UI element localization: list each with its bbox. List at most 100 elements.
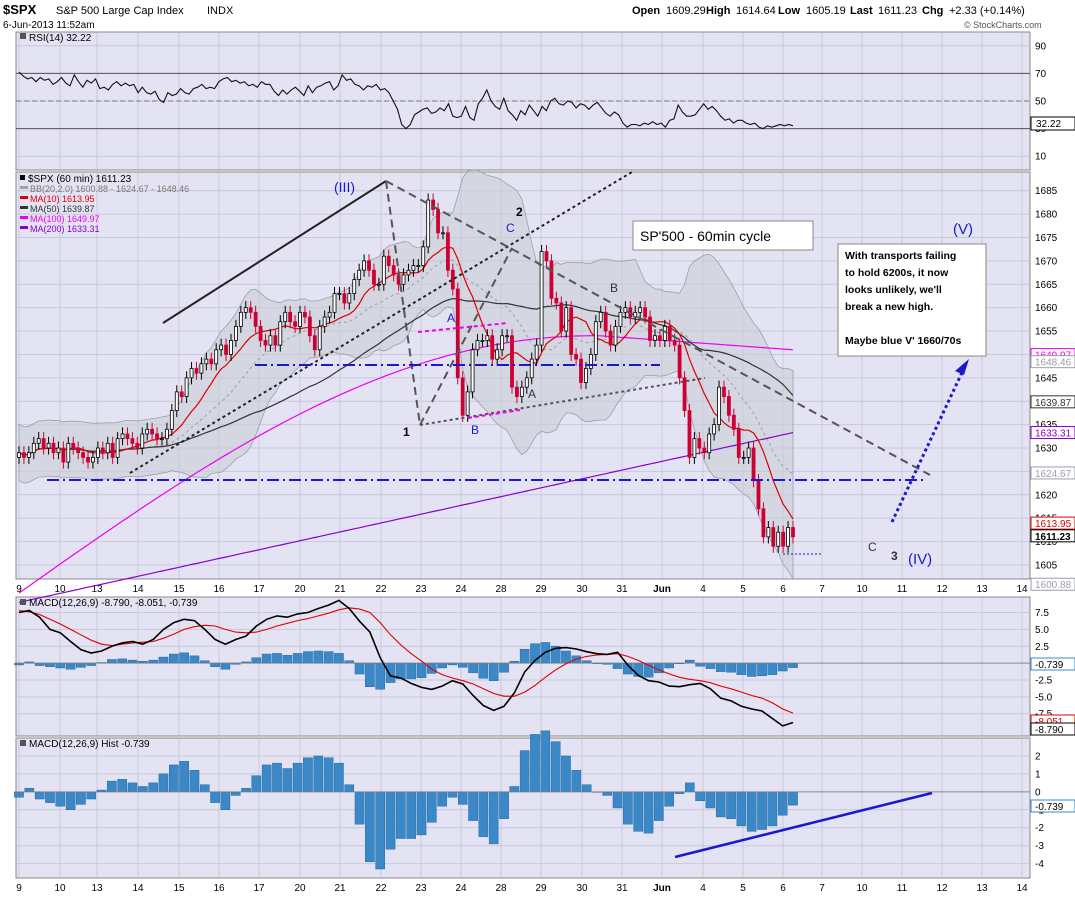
hist-bar-70 (736, 791, 747, 827)
hist-bar-23 (251, 775, 262, 793)
macd-hist-bar-11 (127, 659, 138, 664)
candle-body-100 (510, 335, 514, 388)
candle-body-104 (529, 358, 534, 379)
candle-body-144 (727, 396, 731, 416)
candle-body-59 (307, 316, 312, 337)
macd-hist-bar-16 (179, 652, 189, 664)
candle-body-25 (140, 433, 145, 449)
macd-hist-bar-15 (169, 653, 179, 664)
x-label-mid-5: 16 (213, 584, 225, 595)
rsi-tick-1: 70 (1035, 69, 1047, 80)
wave-a-black-label: A (528, 387, 536, 401)
macd-tick-4: -2.5 (1035, 675, 1053, 686)
x-label-mid-11: 24 (455, 584, 467, 595)
candle-body-7 (51, 442, 56, 454)
price-legend-text: $SPX (60 min) 1611.23 (28, 174, 132, 185)
x-label-mid-13: 29 (535, 584, 547, 595)
candle-body-116 (588, 354, 593, 369)
price-right-label-3: 1633.31 (1035, 429, 1072, 440)
macd-tick-2: 2.5 (1035, 642, 1049, 653)
hist-bar-15 (169, 764, 179, 793)
price-right-label-bg-1 (1030, 355, 1075, 369)
candle-body-14 (86, 456, 90, 463)
macd-series (14, 599, 1030, 727)
hist-bar-0 (14, 791, 24, 798)
macd-hist-bar-14 (158, 656, 169, 664)
projection-arrowhead (955, 359, 969, 375)
candle-body-92 (470, 349, 475, 393)
candle-body-36 (194, 368, 199, 374)
hist-legend-text: MACD(12,26,9) Hist -0.739 (29, 739, 150, 750)
candle-body-51 (268, 335, 273, 346)
candle-body-112 (569, 307, 574, 355)
hist-tick-5: -3 (1035, 841, 1044, 852)
cycle-title: SP'500 - 60min cycle (640, 228, 771, 244)
x-label-bottom-0: 9 (16, 883, 22, 894)
hist-bar-63 (664, 791, 674, 807)
macd-hist-bar-35 (375, 662, 385, 690)
price-right-label-bg-3 (1030, 426, 1075, 440)
hist-legend-swatch (20, 740, 26, 746)
hist-bar-68 (715, 791, 726, 818)
candle-body-119 (603, 311, 608, 332)
x-label-mid-9: 22 (375, 584, 387, 595)
macd-hist-bar-5 (65, 662, 76, 670)
hist-bar-39 (416, 791, 427, 836)
hist-bar-49 (519, 750, 530, 793)
note-line-3: break a new high. (845, 301, 933, 313)
hist-bar-14 (158, 773, 169, 793)
candle-body-105 (534, 344, 539, 360)
hist-bar-38 (406, 791, 416, 839)
candle-body-46 (243, 307, 248, 313)
macd-hist-bar-53 (561, 650, 571, 664)
rsi-tick-0: 90 (1035, 41, 1047, 52)
macd-hist-bar-74 (777, 662, 788, 672)
price-tick-3: 1670 (1035, 256, 1058, 267)
price-legend-swatch (20, 175, 25, 180)
candle-body-78 (401, 274, 406, 285)
candle-body-22 (125, 433, 130, 440)
price-tick-11: 1630 (1035, 444, 1058, 455)
wave-a-blue-label: A (447, 311, 455, 325)
macd-hist-bar-46 (488, 662, 499, 681)
price-right-label-5: 1613.95 (1035, 519, 1072, 530)
macd-hist-bar-67 (705, 662, 716, 669)
candle-body-47 (248, 307, 253, 313)
note-text: With transports failing to hold 6200s, it… (845, 250, 961, 347)
price-tick-5: 1660 (1035, 303, 1058, 314)
candle-body-93 (475, 340, 480, 351)
candle-body-129 (653, 335, 657, 341)
candle-body-58 (303, 311, 307, 318)
x-label-bottom-15: 31 (616, 883, 628, 894)
x-label-mid-15: 31 (616, 584, 628, 595)
hist-bar-73 (767, 791, 778, 827)
candle-body-138 (697, 438, 702, 449)
macd-hist-bar-68 (715, 662, 726, 672)
hist-bar-67 (705, 791, 716, 809)
high-label: High (706, 5, 731, 17)
trendline-triangle-lower (419, 377, 706, 426)
candle-body-80 (411, 265, 416, 271)
price-tick-6: 1655 (1035, 327, 1058, 338)
index-name: S&P 500 Large Cap Index (56, 5, 184, 17)
macd-hist-bar-43 (457, 662, 468, 668)
x-label-mid-19: 6 (780, 584, 786, 595)
trendline-wave-iii (162, 180, 387, 324)
candle-body-140 (707, 433, 712, 454)
hist-bar-62 (654, 791, 664, 821)
magenta-dash-upper (417, 322, 509, 333)
last-label: Last (850, 5, 873, 17)
candle-body-108 (549, 260, 554, 299)
candle-body-135 (682, 377, 687, 411)
macd-hist-bar-19 (210, 662, 220, 667)
x-label-bottom-25: 14 (1016, 883, 1028, 894)
candle-body-0 (17, 452, 21, 458)
candle-body-20 (115, 438, 120, 458)
note-box: With transports failing to hold 6200s, it… (837, 243, 987, 357)
candle-body-28 (155, 433, 159, 440)
x-label-mid-6: 17 (253, 584, 265, 595)
hist-bar-1 (24, 788, 35, 793)
hist-bar-28 (303, 757, 313, 793)
price-right-label-bg-7 (1030, 577, 1075, 591)
cycle-title-box: SP'500 - 60min cycle (632, 220, 814, 251)
